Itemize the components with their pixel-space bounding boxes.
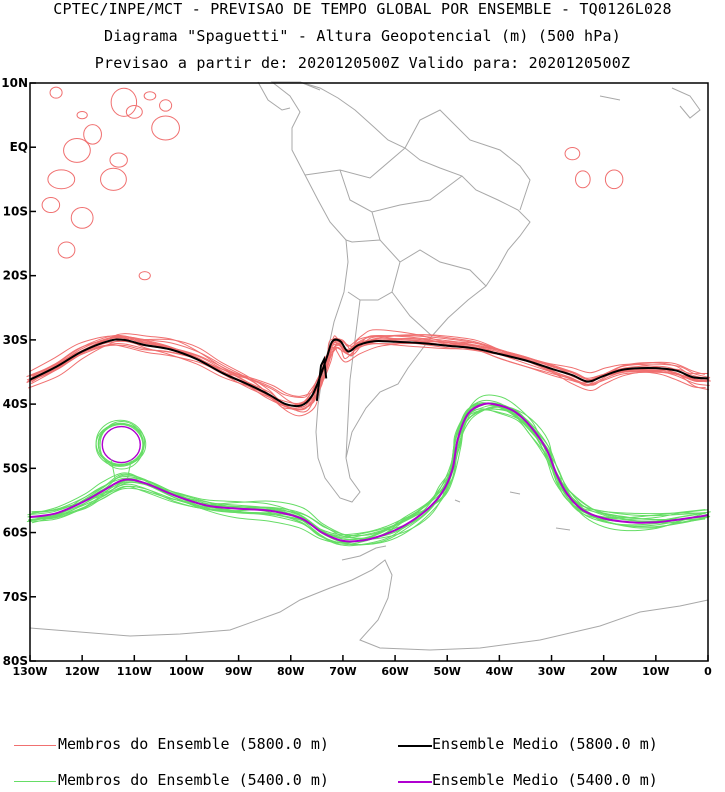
plot-frame (29, 82, 709, 662)
ensemble-member-contour (76, 110, 88, 120)
ensemble-means-layer (29, 338, 709, 543)
y-tick-label: 50S (3, 461, 28, 475)
legend-swatch-mean-5800 (398, 745, 432, 747)
ensemble-member-contour (564, 146, 581, 161)
legend-label-mean-5800: Ensemble Medio (5800.0 m) (432, 735, 658, 753)
central-america-coastline (257, 81, 701, 119)
x-tick-label: 40W (486, 665, 513, 678)
y-tick-label: 10S (3, 204, 28, 218)
ensemble-member-contour (63, 138, 91, 163)
ensemble-member-line (26, 334, 707, 406)
country-borders (304, 109, 531, 459)
ensemble-member-contour (47, 169, 76, 190)
x-tick-label: 50W (434, 665, 461, 678)
x-tick-label: 90W (225, 665, 252, 678)
y-tick-label: 80S (3, 654, 28, 668)
y-tick-label: EQ (10, 140, 28, 154)
title-line-3: Previsao a partir de: 2020120500Z Valido… (94, 54, 631, 72)
x-tick-label: 30W (538, 665, 565, 678)
ensemble-member-contour (41, 197, 61, 214)
ensemble-member-line (27, 335, 706, 411)
x-tick-label: 120W (65, 665, 100, 678)
ensemble-members-layer (26, 329, 711, 547)
legend-swatch-mean-5400 (398, 781, 432, 783)
y-tick-label: 60S (3, 526, 28, 540)
south-america-coastline (270, 81, 531, 503)
ensemble-member-contour (125, 105, 143, 119)
legend-label-members-5800: Membros do Ensemble (5800.0 m) (58, 735, 329, 753)
ensemble-member-contour (574, 170, 591, 189)
ensemble-member-loop (95, 419, 145, 466)
ensemble-member-contour (604, 169, 624, 190)
title-line-1: CPTEC/INPE/MCT - PREVISAO DE TEMPO GLOBA… (53, 0, 672, 18)
y-tick-label: 70S (3, 590, 28, 604)
y-tick-label: 40S (3, 397, 28, 411)
legend-label-mean-5400: Ensemble Medio (5400.0 m) (432, 771, 658, 789)
x-tick-label: 10W (642, 665, 669, 678)
ensemble-member-contour (143, 91, 157, 101)
title-line-2: Diagrama "Spaguetti" - Altura Geopotenci… (104, 27, 621, 45)
y-tick-label: 10N (1, 76, 28, 90)
ensemble-member-line (31, 402, 706, 540)
x-tick-label: 110W (117, 665, 152, 678)
ensemble-member-contour (110, 87, 138, 117)
map-outline-layer (29, 81, 709, 651)
x-tick-label: 60W (381, 665, 408, 678)
antarctica-coastline (29, 559, 709, 651)
antarctic-peninsula (341, 545, 387, 561)
x-tick-label: 80W (277, 665, 304, 678)
ensemble-member-connector (110, 459, 132, 480)
ensemble-member-contour (49, 86, 63, 99)
tropical-contours-layer (41, 86, 624, 281)
legend-label-members-5400: Membros do Ensemble (5400.0 m) (58, 771, 329, 789)
ensemble-member-line (29, 334, 708, 405)
ensemble-member-contour (100, 167, 127, 191)
ensemble-member-line (32, 337, 705, 399)
x-tick-label: 0 (704, 665, 712, 678)
ensemble-member-contour (159, 99, 173, 112)
ensemble-member-contour (138, 271, 151, 281)
ensemble-member-contour (70, 206, 94, 229)
ensemble-member-contour (83, 124, 102, 145)
ensemble-member-contour (109, 152, 128, 168)
ensemble-member-loop (99, 420, 145, 470)
ensemble-mean-loop (101, 425, 141, 464)
ensemble-mean-5400-line (29, 402, 709, 543)
ensemble-member-contour (151, 115, 180, 141)
ensemble-mean-5800-line (29, 338, 709, 408)
ensemble-mean-5800-wiggle (315, 355, 328, 402)
y-tick-label: 20S (3, 269, 28, 283)
ensemble-member-line (30, 340, 711, 397)
south-georgia-islands (454, 491, 571, 531)
y-tick-label: 30S (3, 333, 28, 347)
ensemble-member-loop (98, 424, 144, 467)
ensemble-member-contour (57, 241, 76, 259)
legend-swatch-members-5800 (14, 745, 56, 746)
ensemble-member-line (26, 409, 706, 546)
legend-swatch-members-5400 (14, 781, 56, 782)
x-tick-label: 70W (329, 665, 356, 678)
x-tick-label: 130W (12, 665, 47, 678)
ensemble-member-line (31, 334, 707, 411)
x-tick-label: 20W (590, 665, 617, 678)
x-tick-label: 100W (169, 665, 204, 678)
